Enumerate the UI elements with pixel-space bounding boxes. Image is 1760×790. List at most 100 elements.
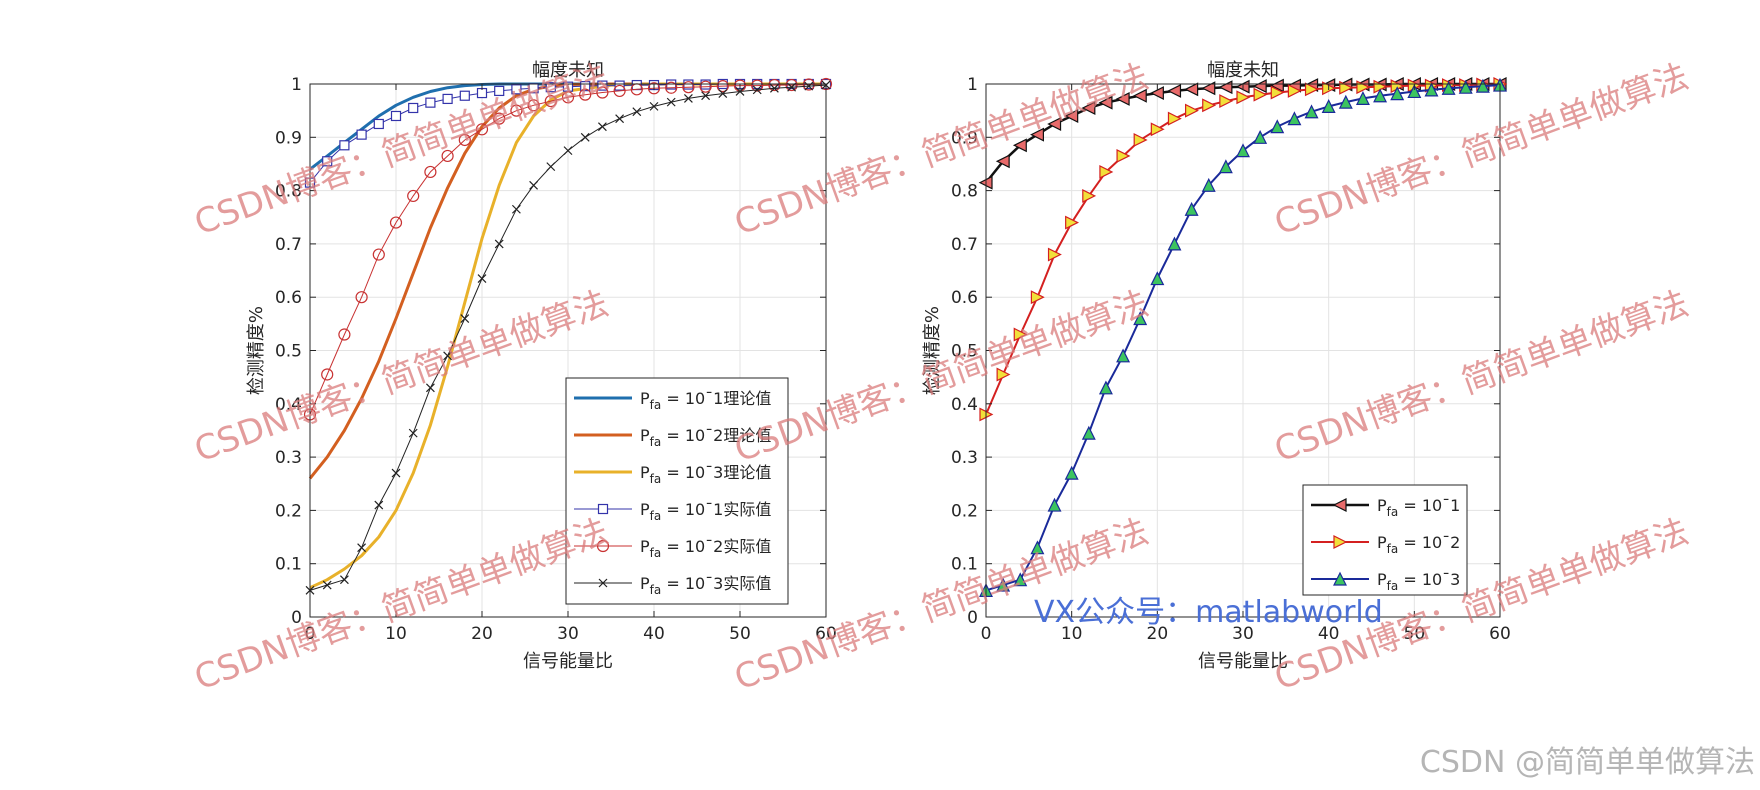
chart-title: 幅度未知	[532, 60, 604, 81]
data-point	[1270, 85, 1285, 100]
data-point	[493, 112, 506, 125]
x-axis-label: 信号能量比	[1198, 651, 1288, 672]
data-point	[1167, 111, 1182, 126]
y-tick-label: 0.3	[275, 448, 302, 468]
x-axis-label: 信号能量比	[523, 651, 613, 672]
legend-label: Pfa = 10ˉ3理论值	[640, 463, 771, 486]
data-point	[443, 351, 453, 361]
y-tick-label: 0	[291, 608, 302, 628]
data-point	[374, 500, 384, 510]
data-point	[1201, 177, 1216, 192]
data-point	[355, 291, 368, 304]
y-tick-label: 0.9	[275, 128, 302, 148]
y-tick-label: 0.3	[951, 448, 978, 468]
data-point	[408, 428, 418, 438]
data-point	[665, 81, 678, 94]
data-point	[424, 165, 437, 179]
data-point	[1081, 425, 1096, 440]
data-point	[1013, 572, 1028, 587]
data-point	[751, 79, 764, 92]
data-point	[1150, 271, 1165, 286]
legend-swatch-marker	[1332, 498, 1347, 512]
data-point	[527, 99, 540, 112]
y-tick-label: 0	[967, 608, 978, 628]
data-point	[1098, 95, 1113, 110]
data-point	[546, 162, 556, 172]
data-point	[494, 239, 504, 249]
data-point	[477, 274, 487, 283]
data-point	[1133, 311, 1148, 326]
data-point	[1081, 101, 1096, 115]
data-point	[1287, 111, 1302, 126]
legend-label: Pfa = 10ˉ1	[1377, 496, 1460, 519]
data-point	[647, 82, 661, 95]
data-point	[1458, 79, 1473, 94]
data-point	[1030, 127, 1045, 142]
data-point	[322, 580, 332, 590]
data-point	[1150, 122, 1165, 137]
data-point	[649, 101, 659, 111]
data-point	[338, 328, 351, 341]
data-point	[1338, 94, 1353, 109]
y-tick-label: 0.5	[275, 342, 302, 362]
y-tick-label: 1	[967, 75, 978, 95]
watermark-bottom-right: CSDN @简简单单做算法	[1420, 745, 1755, 780]
data-point	[1252, 79, 1267, 94]
legend-swatch-marker	[598, 578, 608, 588]
data-point	[996, 367, 1011, 382]
charts-layer: 0 10 20 30 40 50 6000.10.20.30.40.50.60.70.80.…	[246, 60, 1511, 672]
data-point	[1030, 540, 1045, 555]
data-point	[1115, 91, 1130, 106]
legend-label: Pfa = 10ˉ2理论值	[640, 426, 771, 449]
data-point	[510, 104, 523, 117]
data-point	[1270, 119, 1285, 134]
data-point	[1424, 82, 1439, 97]
data-point	[701, 91, 711, 101]
legend-label: Pfa = 10ˉ2	[1377, 533, 1460, 556]
data-point	[699, 80, 712, 93]
data-point	[1184, 82, 1199, 97]
legend-label: Pfa = 10ˉ2实际值	[640, 537, 771, 560]
data-point	[425, 97, 436, 108]
x-tick-label: 0	[981, 624, 992, 644]
y-tick-label: 0.5	[951, 342, 978, 362]
data-point	[1047, 247, 1062, 262]
legend-entry-6: Pfa = 10ˉ3实际值	[574, 574, 771, 597]
data-point	[1390, 86, 1405, 101]
data-point	[752, 85, 762, 95]
data-point	[1201, 81, 1216, 96]
legend-swatch-marker	[597, 503, 609, 515]
legend-entry-1: Pfa = 10ˉ1理论值	[574, 389, 771, 412]
data-point	[1236, 143, 1250, 158]
data-point	[1082, 188, 1097, 203]
data-point	[1064, 109, 1079, 123]
data-point	[1236, 90, 1251, 105]
data-point	[1373, 88, 1388, 103]
y-tick-label: 0.7	[275, 235, 302, 255]
data-point	[718, 89, 728, 99]
data-point	[802, 78, 815, 91]
data-point	[1047, 497, 1062, 512]
data-point	[785, 78, 798, 92]
y-tick-label: 0.2	[275, 501, 302, 521]
data-point	[511, 84, 522, 95]
data-point	[475, 123, 489, 136]
x-tick-label: 20	[1147, 624, 1169, 644]
y-tick-label: 0.1	[275, 555, 302, 575]
data-point	[597, 80, 608, 91]
y-tick-label: 0.4	[951, 395, 978, 415]
x-tick-label: 60	[815, 624, 837, 644]
data-point	[1149, 86, 1164, 101]
data-point	[357, 543, 367, 553]
data-point	[613, 84, 626, 98]
legend-box	[565, 377, 789, 605]
data-point	[458, 133, 471, 147]
data-point	[1339, 80, 1354, 95]
legend: Pfa = 10ˉ1理论值 Pfa = 10ˉ2理论值 Pfa = 10ˉ3理论值 P…	[565, 377, 789, 605]
data-point	[339, 140, 350, 151]
data-point	[1475, 78, 1490, 93]
data-point	[1441, 80, 1456, 95]
data-point	[735, 87, 745, 96]
data-point	[1167, 83, 1182, 98]
x-tick-label: 30	[557, 624, 579, 644]
